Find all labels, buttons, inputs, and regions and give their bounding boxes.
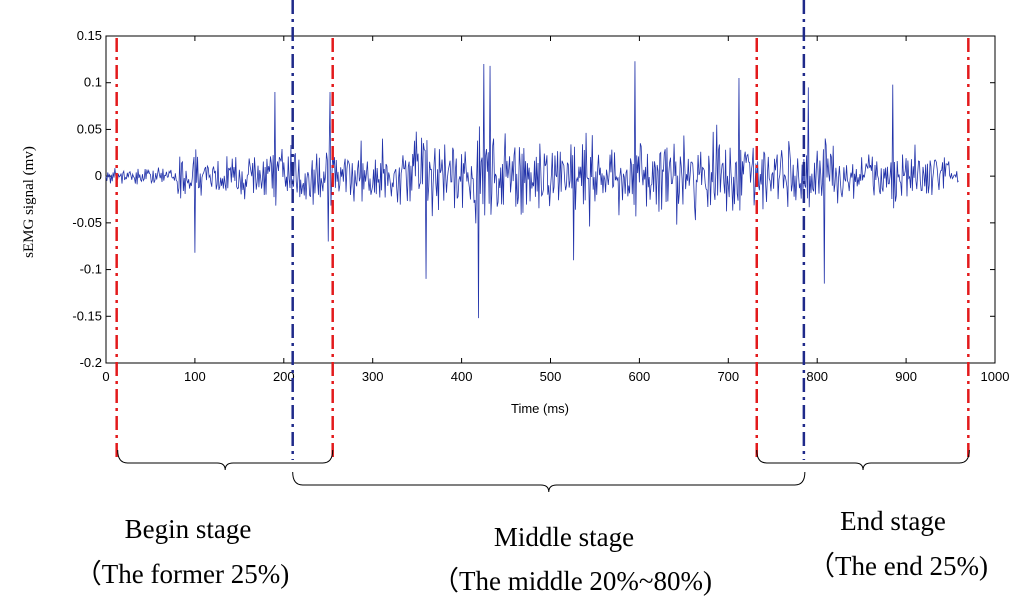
middle-stage-range: （The middle 20%~80%) [432,566,712,596]
begin-stage-title: Begin stage [125,514,252,544]
x-tick-label: 900 [895,369,917,384]
y-tick-label: 0.1 [84,75,102,90]
x-tick-label: 0 [102,369,109,384]
end-stage-range: （The end 25%) [808,551,988,581]
x-tick-label: 700 [717,369,739,384]
x-tick-label: 300 [362,369,384,384]
end-stage-brace [756,449,970,471]
end-stage-title: End stage [840,506,946,536]
y-tick-label: -0.1 [80,262,102,277]
x-tick-label: 600 [629,369,651,384]
x-tick-label: 800 [806,369,828,384]
y-tick-label: 0.05 [77,121,102,136]
y-axis-label: sEMG signal (mv) [21,146,37,258]
axis-ticks [105,35,996,364]
y-tick-label: 0.15 [77,28,102,43]
stage-braces [117,449,970,493]
x-tick-label: 100 [184,369,206,384]
semg-signal-line [105,61,959,319]
x-axis-label: Time (ms) [511,401,569,416]
middle-stage-title: Middle stage [494,522,634,552]
stage-marker-lines [115,0,970,460]
x-tick-label: 1000 [981,369,1010,384]
x-tick-label: 500 [540,369,562,384]
y-tick-labels: -0.2 -0.15 -0.1 -0.05 0 0.05 0.1 0.15 [72,28,102,370]
middle-stage-brace [292,471,806,493]
begin-stage-range: （The former 25%) [75,559,289,589]
signal-series [105,61,959,319]
x-tick-label: 200 [273,369,295,384]
y-tick-label: -0.15 [72,308,102,323]
y-tick-label: -0.2 [80,355,102,370]
plot-area [105,35,996,364]
begin-stage-brace [117,449,334,471]
y-tick-label: -0.05 [72,215,102,230]
y-tick-label: 0 [95,168,102,183]
x-tick-label: 400 [451,369,473,384]
x-tick-labels: 0 100 200 300 400 500 600 700 800 900 1000 [102,369,1009,384]
